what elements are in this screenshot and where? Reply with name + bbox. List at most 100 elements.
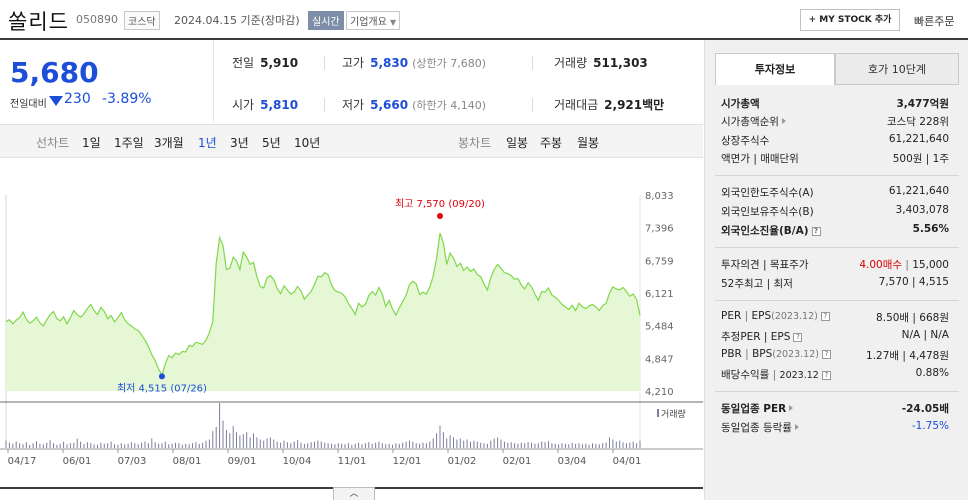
high-cell: 고가 5,830 (상한가 7,680) xyxy=(342,54,486,71)
reference-date: 2024.04.15 기준(장마감) xyxy=(174,14,300,27)
per-key: PER xyxy=(721,310,742,322)
divider xyxy=(715,175,959,176)
company-overview-label: 기업개요 xyxy=(350,17,387,28)
realtime-button[interactable]: 실시간 xyxy=(308,11,344,30)
info-key: 외국인소진율(B/A) xyxy=(721,225,809,237)
x-tick-label: 09/01 xyxy=(228,456,257,467)
info-key: 52주최고 | 최저 xyxy=(721,278,793,290)
stock-name: 쏠리드 xyxy=(8,10,69,34)
x-tick-label: 01/02 xyxy=(448,456,477,467)
info-value: 61,221,640 xyxy=(888,185,949,197)
company-overview-dropdown[interactable]: 기업개요 ▼ xyxy=(346,11,401,30)
chevron-down-icon: ▼ xyxy=(390,18,397,27)
pbr-key: PBR xyxy=(721,348,742,360)
info-value: 코스닥 228위 xyxy=(886,116,949,128)
lower-limit: (하한가 4,140) xyxy=(412,99,486,112)
help-icon[interactable]: ? xyxy=(821,350,831,359)
tab-investment-info[interactable]: 투자정보 xyxy=(715,53,835,85)
tab-3year[interactable]: 3년 xyxy=(230,136,249,150)
tab-daily-candle[interactable]: 일봉 xyxy=(506,136,529,150)
help-icon[interactable]: ? xyxy=(793,333,803,342)
info-value: 1.27배 | 4,478원 xyxy=(866,350,949,362)
info-row-foreign-exhaustion: 외국인소진율(B/A)? 5.56% xyxy=(721,223,949,240)
high-annotation: 최고 7,570 (09/20) xyxy=(395,198,485,210)
caret-right-icon[interactable] xyxy=(794,424,799,430)
x-tick-label: 06/01 xyxy=(63,456,92,467)
info-row-sector-per: 동일업종 PER -24.05배 xyxy=(721,401,949,418)
market-badge: 코스닥 xyxy=(124,11,160,30)
info-value: 5.56% xyxy=(912,223,949,235)
amount-cell: 거래대금 2,921백만 xyxy=(554,96,664,113)
price-line xyxy=(5,232,641,377)
divider xyxy=(715,391,959,392)
info-row-listed-shares: 상장주식수 61,221,640 xyxy=(721,133,949,150)
low-label: 저가 xyxy=(342,98,365,112)
change-rate: -3.89% xyxy=(102,91,152,107)
current-price: 5,680 xyxy=(10,56,99,89)
tab-monthly-candle[interactable]: 월봉 xyxy=(577,136,600,150)
info-value: 61,221,640 xyxy=(888,133,949,145)
info-value: 3,477억원 xyxy=(896,98,949,110)
tab-order-book[interactable]: 호가 10단계 xyxy=(835,53,959,85)
info-row-sector-change: 동일업종 등락률 -1.75% xyxy=(721,420,949,437)
info-key: 동일업종 등락률 xyxy=(721,422,792,434)
help-icon[interactable]: ? xyxy=(820,312,830,321)
info-row-market-cap-rank: 시가총액순위 코스닥 228위 xyxy=(721,114,949,131)
info-key: 상장주식수 xyxy=(721,135,770,147)
info-value: 3,403,078 xyxy=(895,204,949,216)
caret-right-icon[interactable] xyxy=(789,405,794,411)
info-value: 0.88% xyxy=(915,367,949,379)
separator: | xyxy=(902,259,913,271)
info-row-52week: 52주최고 | 최저 7,570 | 4,515 xyxy=(721,276,949,293)
high-label: 고가 xyxy=(342,56,365,70)
plus-icon: + xyxy=(808,15,817,25)
info-value: N/A | N/A xyxy=(901,329,949,341)
prev-close-label: 전일 xyxy=(232,56,255,70)
divider xyxy=(532,98,533,112)
y-tick-label: 4,210 xyxy=(645,387,674,398)
info-key: 배당수익률 xyxy=(721,369,770,381)
separator: | xyxy=(769,369,780,381)
high-point-marker xyxy=(436,213,443,219)
tab-1day[interactable]: 1일 xyxy=(82,136,101,150)
y-tick-label: 4,847 xyxy=(645,354,674,365)
low-value: 5,660 xyxy=(370,98,409,112)
opinion-value: 4.00매수 xyxy=(859,259,903,271)
tab-weekly-candle[interactable]: 주봉 xyxy=(540,136,563,150)
expand-chart-button[interactable]: ︿ xyxy=(333,487,375,500)
amount-unit: 백만 xyxy=(642,98,665,112)
tab-5year[interactable]: 5년 xyxy=(262,136,281,150)
info-value: -24.05배 xyxy=(901,403,949,415)
x-tick-label: 03/04 xyxy=(558,456,587,467)
quick-order-link[interactable]: 빠른주문 xyxy=(914,15,955,28)
help-icon[interactable]: ? xyxy=(811,227,821,236)
info-key-wrap: 추정PER | EPS? xyxy=(721,329,803,344)
volume-legend-swatch xyxy=(657,409,659,417)
investment-info-panel: 투자정보 호가 10단계 시가총액 3,477억원 시가총액순위 코스닥 228… xyxy=(704,40,968,500)
info-key-wrap: 배당수익률 | 2023.12? xyxy=(721,367,831,382)
info-key-wrap: 동일업종 PER xyxy=(721,401,794,416)
tab-1year[interactable]: 1년 xyxy=(198,136,217,150)
open-cell: 시가 5,810 xyxy=(232,96,298,113)
open-value: 5,810 xyxy=(260,98,299,112)
pbr-period: (2023.12) xyxy=(772,349,819,360)
y-tick-label: 5,484 xyxy=(645,322,674,333)
info-row-dividend: 배당수익률 | 2023.12? 0.88% xyxy=(721,367,949,384)
add-my-stock-button[interactable]: + MY STOCK 추가 xyxy=(800,9,900,31)
info-key: 외국인보유주식수(B) xyxy=(721,206,814,218)
add-my-stock-label: MY STOCK 추가 xyxy=(819,15,892,25)
divider xyxy=(324,98,325,112)
high-value: 5,830 xyxy=(370,56,409,70)
tab-10year[interactable]: 10년 xyxy=(294,136,321,150)
target-price-value: 15,000 xyxy=(912,259,949,271)
period-tab-bar: 선차트 1일 1주일 3개월 1년 3년 5년 10년 봉차트 일봉 주봉 월봉 xyxy=(0,124,703,158)
x-tick-label: 07/03 xyxy=(118,456,147,467)
info-row-per: PER | EPS(2023.12)? 8.50배 | 668원 xyxy=(721,310,949,327)
tab-3month[interactable]: 3개월 xyxy=(154,136,184,150)
price-chart-svg: 8,033 7,396 6,759 6,121 5,484 4,847 4,210 최고 7,… xyxy=(0,191,703,489)
price-chart[interactable]: 8,033 7,396 6,759 6,121 5,484 4,847 4,210 최고 7,… xyxy=(0,158,703,500)
low-annotation: 최저 4,515 (07/26) xyxy=(117,382,207,394)
tab-1week[interactable]: 1주일 xyxy=(114,136,144,150)
caret-right-icon[interactable] xyxy=(781,118,786,124)
help-icon[interactable]: ? xyxy=(821,371,831,380)
